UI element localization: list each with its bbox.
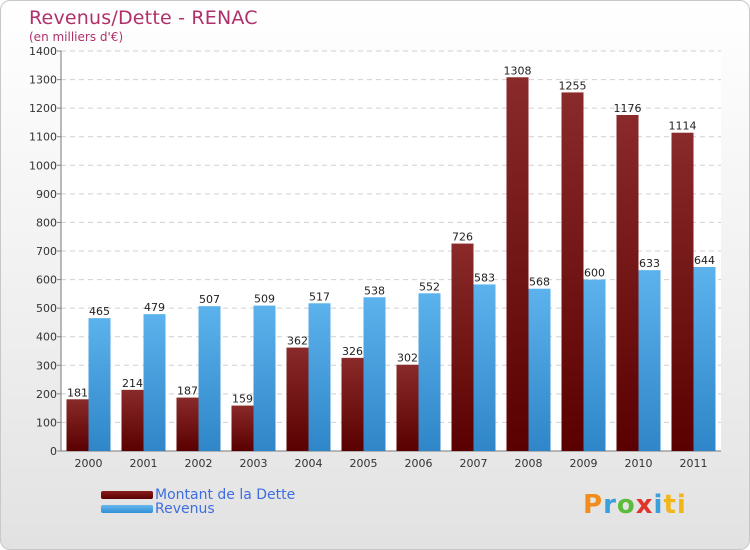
x-tick-label: 2008 bbox=[515, 457, 543, 470]
y-tick-label: 1300 bbox=[29, 74, 57, 87]
chart-title: Revenus/Dette - RENAC bbox=[29, 7, 258, 29]
data-label-revenus: 644 bbox=[694, 254, 715, 267]
data-label-dette: 1308 bbox=[504, 64, 532, 77]
bar-dette bbox=[121, 389, 144, 451]
data-label-dette: 187 bbox=[177, 385, 198, 398]
x-tick-label: 2011 bbox=[680, 457, 708, 470]
logo-letter: P bbox=[583, 490, 604, 520]
data-label-revenus: 517 bbox=[309, 290, 330, 303]
data-label-dette: 214 bbox=[122, 377, 143, 390]
y-tick-label: 1000 bbox=[29, 159, 57, 172]
data-label-dette: 1114 bbox=[669, 120, 697, 133]
y-tick-label: 600 bbox=[36, 274, 57, 287]
bar-revenus bbox=[583, 279, 606, 451]
y-tick-label: 0 bbox=[50, 445, 57, 458]
y-tick-label: 1400 bbox=[29, 45, 57, 58]
y-tick-label: 500 bbox=[36, 302, 57, 315]
legend-item-revenus: Revenus bbox=[101, 501, 215, 517]
data-label-revenus: 509 bbox=[254, 293, 275, 306]
logo-letter: o bbox=[616, 490, 636, 520]
x-tick-label: 2005 bbox=[350, 457, 378, 470]
y-tick-label: 300 bbox=[36, 359, 57, 372]
y-tick-label: 1100 bbox=[29, 131, 57, 144]
bar-dette bbox=[561, 92, 584, 451]
data-label-dette: 181 bbox=[67, 386, 88, 399]
y-tick-label: 1200 bbox=[29, 102, 57, 115]
x-tick-label: 2002 bbox=[185, 457, 213, 470]
data-label-dette: 726 bbox=[452, 231, 473, 244]
proxiti-logo: Proxiti bbox=[583, 490, 687, 520]
bar-dette bbox=[286, 347, 309, 451]
data-label-dette: 159 bbox=[232, 393, 253, 406]
x-tick-label: 2009 bbox=[570, 457, 598, 470]
y-tick-label: 400 bbox=[36, 331, 57, 344]
logo-letter: x bbox=[635, 490, 654, 520]
bar-dette bbox=[396, 364, 419, 451]
y-tick-label: 700 bbox=[36, 245, 57, 258]
x-tick-label: 2004 bbox=[295, 457, 323, 470]
logo-letter: ti bbox=[663, 490, 687, 520]
bar-dette bbox=[616, 115, 639, 451]
legend-label-revenus: Revenus bbox=[155, 501, 215, 517]
bar-dette bbox=[176, 397, 199, 451]
logo-letter: r bbox=[603, 490, 617, 520]
y-tick-label: 100 bbox=[36, 416, 57, 429]
x-tick-label: 2006 bbox=[405, 457, 433, 470]
x-tick-label: 2001 bbox=[130, 457, 158, 470]
bar-dette bbox=[66, 399, 89, 451]
x-tick-label: 2007 bbox=[460, 457, 488, 470]
bar-revenus bbox=[253, 305, 276, 451]
data-label-revenus: 507 bbox=[199, 293, 220, 306]
bar-revenus bbox=[198, 306, 221, 451]
chart-subtitle: (en milliers d'€) bbox=[29, 30, 124, 44]
bar-revenus bbox=[88, 318, 111, 451]
bar-dette bbox=[231, 405, 254, 451]
data-label-revenus: 633 bbox=[639, 257, 660, 270]
data-label-dette: 362 bbox=[287, 335, 308, 348]
bar-revenus bbox=[363, 297, 386, 451]
data-label-dette: 302 bbox=[397, 352, 418, 365]
legend-swatch-revenus bbox=[101, 505, 153, 513]
data-label-dette: 1176 bbox=[614, 102, 642, 115]
data-label-revenus: 600 bbox=[584, 267, 605, 280]
bar-revenus bbox=[308, 303, 331, 451]
legend-label-dette: Montant de la Dette bbox=[155, 487, 296, 503]
data-label-revenus: 479 bbox=[144, 301, 165, 314]
x-tick-label: 2000 bbox=[75, 457, 103, 470]
data-label-revenus: 538 bbox=[364, 284, 385, 297]
legend-swatch-dette bbox=[101, 491, 153, 499]
x-tick-label: 2010 bbox=[625, 457, 653, 470]
y-tick-label: 900 bbox=[36, 188, 57, 201]
data-label-revenus: 583 bbox=[474, 271, 495, 284]
y-tick-label: 200 bbox=[36, 388, 57, 401]
x-tick-label: 2003 bbox=[240, 457, 268, 470]
data-label-revenus: 552 bbox=[419, 280, 440, 293]
bar-dette bbox=[506, 77, 529, 452]
logo-letter: i bbox=[653, 490, 664, 520]
data-label-revenus: 465 bbox=[89, 305, 110, 318]
bar-revenus bbox=[693, 267, 716, 451]
data-label-revenus: 568 bbox=[529, 276, 550, 289]
data-label-dette: 1255 bbox=[559, 79, 587, 92]
bar-revenus bbox=[473, 284, 496, 451]
bar-revenus bbox=[638, 270, 661, 451]
bar-revenus bbox=[528, 288, 551, 451]
legend-item-dette: Montant de la Dette bbox=[101, 487, 296, 503]
bar-dette bbox=[671, 132, 694, 451]
bar-revenus bbox=[143, 314, 166, 451]
data-label-dette: 326 bbox=[342, 345, 363, 358]
bar-revenus bbox=[418, 293, 441, 451]
bar-dette bbox=[451, 243, 474, 451]
bar-dette bbox=[341, 357, 364, 451]
y-tick-label: 800 bbox=[36, 216, 57, 229]
